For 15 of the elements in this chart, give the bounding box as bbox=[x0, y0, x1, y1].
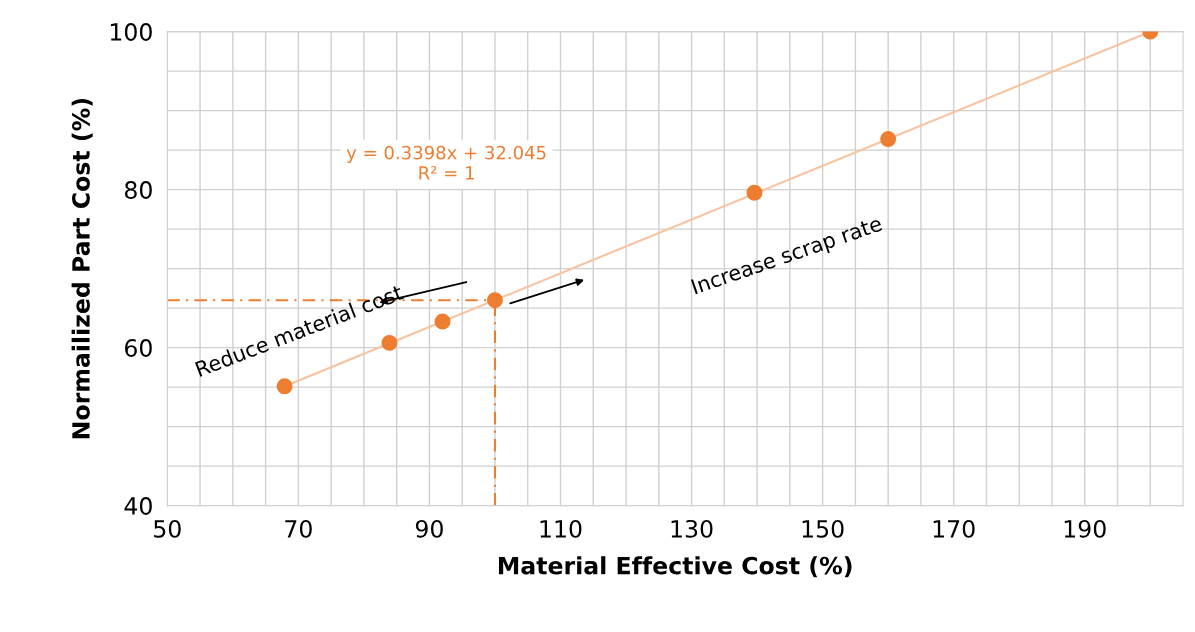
y-tick-label: 60 bbox=[125, 339, 152, 357]
x-tick-label: 110 bbox=[540, 519, 582, 538]
y-tick-label: 80 bbox=[124, 181, 152, 199]
x-axis-title: Material Effective Cost (%) bbox=[498, 556, 852, 578]
annotation: y = 0.3398x + 32.045 R² = 1 bbox=[346, 145, 546, 180]
x-tick-label: 190 bbox=[1064, 519, 1106, 538]
x-tick-label: 130 bbox=[671, 519, 713, 538]
x-tick-label: 170 bbox=[933, 519, 975, 538]
y-axis-title: Normailized Part Cost (%) bbox=[71, 98, 93, 439]
x-tick-label: 50 bbox=[154, 519, 181, 538]
x-tick-label: 90 bbox=[415, 519, 443, 538]
y-tick-label: 100 bbox=[110, 23, 152, 41]
y-tick-label: 40 bbox=[124, 497, 152, 515]
x-tick-label: 70 bbox=[285, 519, 312, 538]
x-tick-label: 150 bbox=[802, 519, 844, 538]
